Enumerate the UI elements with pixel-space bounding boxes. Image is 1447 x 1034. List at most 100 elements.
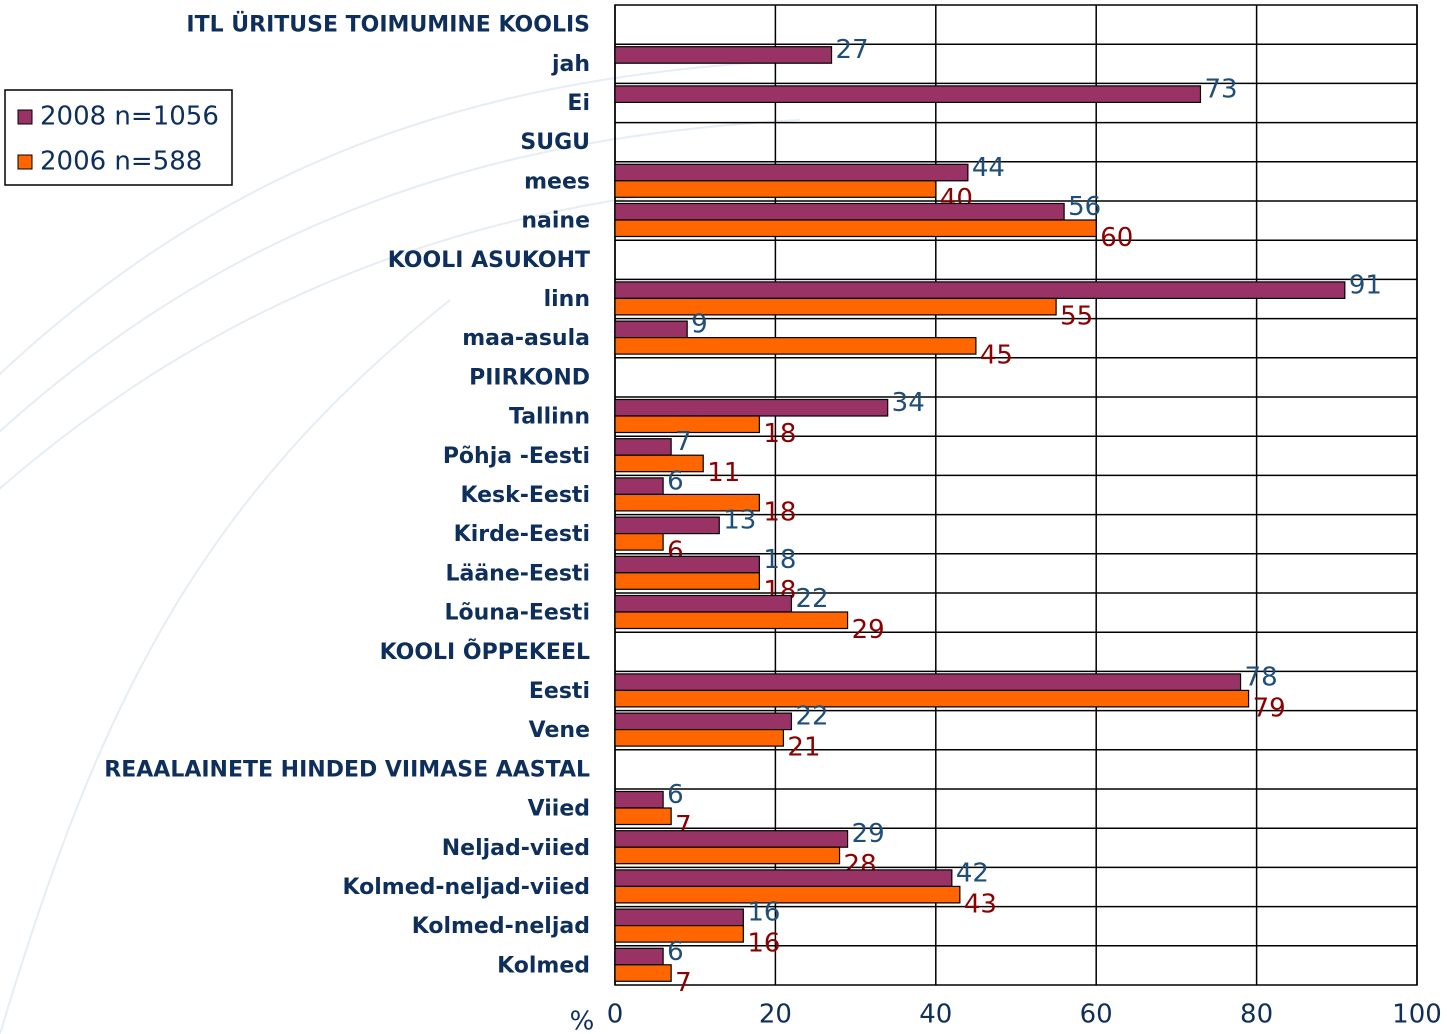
value-label: 29 bbox=[852, 819, 885, 849]
category-label: Viied bbox=[528, 797, 590, 822]
bar bbox=[614, 493, 760, 512]
x-tick-label: 80 bbox=[1240, 1000, 1273, 1030]
x-axis-label: % bbox=[570, 1007, 595, 1034]
value-label: 29 bbox=[852, 615, 885, 645]
category-label: Ei bbox=[567, 91, 590, 116]
x-tick-label: 40 bbox=[919, 1000, 952, 1030]
bar bbox=[614, 885, 961, 904]
value-label: 9 bbox=[691, 310, 708, 340]
bar bbox=[614, 712, 793, 731]
bar bbox=[614, 438, 672, 456]
value-label: 7 bbox=[675, 427, 692, 457]
value-label: 79 bbox=[1253, 693, 1286, 723]
bar bbox=[614, 555, 760, 574]
bar bbox=[614, 163, 969, 182]
category-label: Vene bbox=[529, 718, 590, 743]
value-label: 11 bbox=[707, 458, 740, 488]
category-label: REAALAINETE HINDED VIIMASE AASTAL bbox=[104, 757, 590, 782]
category-label: linn bbox=[544, 287, 590, 312]
legend-marker bbox=[17, 109, 33, 125]
value-label: 78 bbox=[1245, 662, 1278, 692]
bar bbox=[614, 611, 849, 630]
category-label: SUGU bbox=[520, 130, 590, 155]
bar bbox=[614, 398, 889, 417]
value-label: 16 bbox=[747, 929, 780, 959]
legend-marker bbox=[17, 154, 33, 170]
category-label: Eesti bbox=[529, 679, 590, 704]
bar bbox=[614, 532, 664, 551]
category-label: Kolmed-neljad bbox=[412, 914, 590, 939]
x-tick-label: 60 bbox=[1080, 1000, 1113, 1030]
category-label: PIIRKOND bbox=[469, 365, 590, 390]
category-label: Kolmed bbox=[497, 953, 590, 978]
bar bbox=[614, 689, 1250, 708]
bar bbox=[614, 180, 937, 198]
legend-box bbox=[4, 89, 233, 186]
value-label: 6 bbox=[667, 780, 684, 810]
bar bbox=[614, 516, 720, 535]
bar bbox=[614, 281, 1346, 299]
legend-label: 2006 n=588 bbox=[40, 147, 202, 177]
bar bbox=[614, 924, 744, 943]
bar bbox=[614, 85, 1202, 104]
bar bbox=[614, 202, 1065, 221]
value-label: 91 bbox=[1349, 270, 1382, 300]
bar bbox=[614, 572, 760, 590]
x-tick-label: 100 bbox=[1392, 1000, 1442, 1030]
value-label: 18 bbox=[763, 497, 796, 527]
value-label: 21 bbox=[787, 733, 820, 763]
value-label: 45 bbox=[980, 341, 1013, 371]
x-tick-label: 0 bbox=[607, 1000, 624, 1030]
bar bbox=[614, 908, 744, 927]
category-label: Põhja -Eesti bbox=[443, 444, 590, 469]
category-label: naine bbox=[521, 209, 590, 234]
bar bbox=[614, 790, 664, 809]
category-label: maa-asula bbox=[462, 326, 590, 351]
category-label: mees bbox=[524, 169, 590, 194]
bar bbox=[614, 869, 953, 888]
legend-label: 2008 n=1056 bbox=[40, 102, 219, 132]
category-label: Kolmed-neljad-viied bbox=[342, 875, 590, 900]
category-label: Lõuna-Eesti bbox=[444, 601, 590, 626]
bar bbox=[614, 807, 672, 826]
bar bbox=[614, 830, 849, 848]
bar bbox=[614, 477, 664, 495]
value-label: 27 bbox=[836, 35, 869, 65]
value-label: 42 bbox=[956, 858, 989, 888]
category-label: Kirde-Eesti bbox=[454, 522, 590, 547]
value-label: 22 bbox=[795, 584, 828, 614]
value-label: 18 bbox=[763, 545, 796, 575]
value-label: 13 bbox=[723, 506, 756, 536]
value-label: 43 bbox=[964, 889, 997, 919]
category-label: Lääne-Eesti bbox=[445, 561, 590, 586]
bar bbox=[614, 297, 1057, 316]
value-label: 7 bbox=[675, 968, 692, 998]
value-label: 34 bbox=[892, 388, 925, 418]
value-label: 44 bbox=[972, 153, 1005, 183]
value-label: 56 bbox=[1068, 192, 1101, 222]
bar bbox=[614, 415, 760, 434]
category-label: KOOLI ASUKOHT bbox=[388, 248, 590, 273]
category-label: Tallinn bbox=[509, 405, 590, 430]
bar bbox=[614, 964, 672, 982]
bar bbox=[614, 846, 841, 865]
category-label: jah bbox=[551, 52, 590, 77]
value-label: 60 bbox=[1100, 223, 1133, 253]
value-label: 73 bbox=[1204, 74, 1237, 104]
x-tick-label: 20 bbox=[759, 1000, 792, 1030]
bar bbox=[614, 947, 664, 966]
category-label: KOOLI ÕPPEKEEL bbox=[380, 639, 590, 665]
bar bbox=[614, 46, 833, 64]
bar bbox=[614, 337, 977, 355]
value-label: 6 bbox=[667, 466, 684, 496]
bar bbox=[614, 320, 688, 339]
value-label: 16 bbox=[747, 898, 780, 928]
value-label: 55 bbox=[1060, 301, 1093, 331]
category-label: ITL ÜRITUSE TOIMUMINE KOOLIS bbox=[186, 12, 590, 38]
value-label: 22 bbox=[795, 702, 828, 732]
bar bbox=[614, 673, 1242, 692]
bar bbox=[614, 594, 793, 613]
category-label: Neljad-viied bbox=[442, 836, 590, 861]
bar bbox=[614, 454, 704, 473]
